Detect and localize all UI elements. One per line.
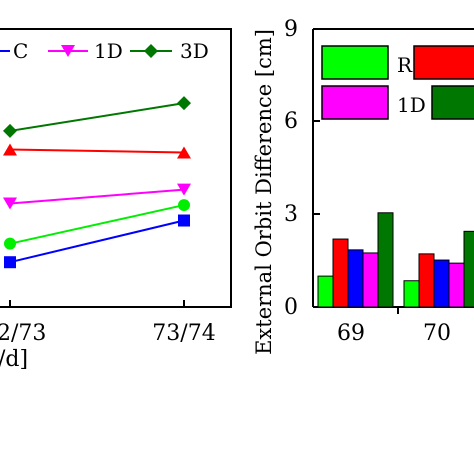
- line-marker-group: [3, 96, 191, 269]
- x-tick-label: 70: [423, 321, 451, 346]
- bar: [317, 275, 334, 308]
- bar-chart: External Orbit Difference [cm] 0 3 6 9 6…: [252, 17, 474, 355]
- bar-group: [317, 212, 474, 308]
- series-line-2: [9, 102, 185, 132]
- bar: [433, 259, 450, 308]
- y-tick-label: 0: [284, 295, 298, 320]
- legend-swatch-darkgreen: [431, 85, 474, 120]
- data-point: [178, 199, 190, 212]
- line-series-group: [9, 102, 185, 264]
- series-line-4: [9, 204, 185, 245]
- legend-label-3d: 3D: [180, 39, 209, 63]
- data-point: [4, 237, 16, 250]
- y-axis-label: External Orbit Difference [cm]: [252, 29, 276, 355]
- series-line-0: [9, 219, 185, 264]
- bar: [377, 212, 394, 308]
- bar: [362, 252, 379, 308]
- data-point: [178, 214, 190, 227]
- x-axis-label-fragment: /d]: [0, 347, 28, 372]
- bar: [448, 262, 465, 308]
- data-point: [3, 143, 17, 156]
- line-legend: C 1D 3D: [0, 39, 209, 63]
- legend-swatch-r: [321, 45, 389, 80]
- data-point: [177, 183, 191, 196]
- data-point: [3, 197, 17, 210]
- bar-legend: R 1D: [321, 45, 474, 120]
- series-line-1: [9, 188, 185, 205]
- y-tick-label: 6: [284, 109, 298, 134]
- legend-label-r: R: [397, 53, 413, 77]
- data-point: [4, 256, 16, 269]
- legend-marker-3d: [144, 44, 158, 58]
- data-point: [177, 146, 191, 159]
- legend-marker-1d: [61, 45, 75, 57]
- bar: [332, 238, 349, 308]
- legend-label-c: C: [13, 39, 28, 63]
- x-tick-label: 73/74: [152, 321, 215, 346]
- data-point: [177, 96, 191, 111]
- legend-swatch-red: [413, 45, 474, 80]
- bar: [418, 253, 435, 308]
- x-tick-label: 69: [337, 321, 365, 346]
- bar: [347, 249, 364, 308]
- x-tick-label: 2/73: [0, 321, 46, 346]
- series-line-3: [9, 148, 185, 154]
- data-point: [3, 123, 17, 138]
- y-tick-label: 3: [284, 202, 298, 227]
- bar: [463, 230, 474, 308]
- y-tick-label: 9: [284, 17, 298, 42]
- legend-label-1d: 1D: [94, 39, 123, 63]
- line-chart: 2/73 73/74 /d] C 1D 3D: [0, 28, 232, 372]
- line-chart-frame: [0, 28, 232, 308]
- bar: [403, 280, 420, 308]
- legend-label-1d-bar: 1D: [397, 93, 426, 117]
- legend-swatch-1d: [321, 85, 389, 120]
